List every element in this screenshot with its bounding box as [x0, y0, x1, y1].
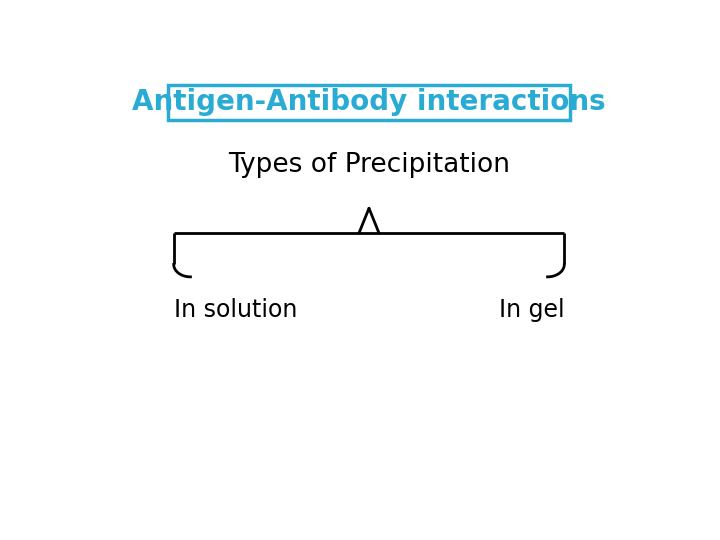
Text: In gel: In gel: [499, 298, 564, 322]
Text: In solution: In solution: [174, 298, 297, 322]
Text: Types of Precipitation: Types of Precipitation: [228, 152, 510, 178]
FancyBboxPatch shape: [168, 85, 570, 120]
Text: Antigen-Antibody interactions: Antigen-Antibody interactions: [132, 88, 606, 116]
